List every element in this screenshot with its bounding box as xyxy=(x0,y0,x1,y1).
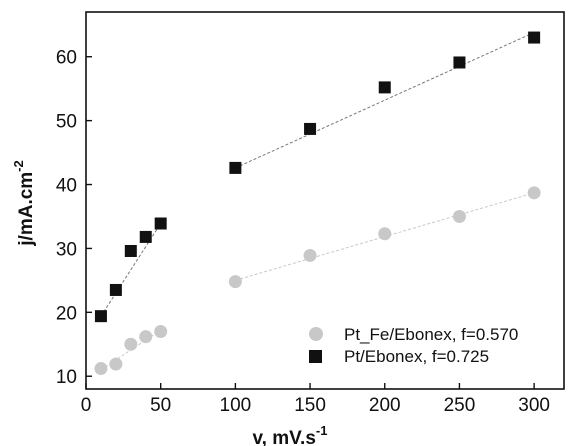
x-tick-label: 200 xyxy=(369,395,401,416)
x-axis-title-main: v, mV.s xyxy=(253,428,316,446)
y-tick-label: 50 xyxy=(56,112,77,133)
data-point-square xyxy=(378,81,391,94)
data-point-circle xyxy=(378,227,392,241)
x-tick-label: 0 xyxy=(81,395,92,416)
y-axis-title: j/mA.cm-2 xyxy=(11,160,37,246)
data-point-square xyxy=(139,230,152,243)
data-point-circle xyxy=(154,324,168,338)
y-axis-ticks: 10 20 30 40 50 60 xyxy=(56,48,92,388)
y-tick-label: 40 xyxy=(56,176,77,197)
data-point-circle xyxy=(94,362,108,376)
x-axis-title-superscript: -1 xyxy=(316,423,328,438)
x-tick-label: 100 xyxy=(220,395,252,416)
y-tick-label: 30 xyxy=(56,239,77,260)
legend-label-pt-fe: Pt_Fe/Ebonex, f=0.570 xyxy=(344,325,518,344)
plot-frame xyxy=(85,11,565,390)
data-point-square xyxy=(528,31,541,44)
data-point-circle xyxy=(228,275,242,289)
data-point-circle xyxy=(527,186,541,200)
legend-marker-square xyxy=(309,350,322,363)
data-point-circle xyxy=(303,248,317,262)
x-tick-label: 250 xyxy=(444,395,476,416)
data-point-square xyxy=(304,122,317,135)
x-tick-label: 50 xyxy=(150,395,171,416)
data-point-square xyxy=(154,217,167,230)
data-point-square xyxy=(453,56,466,69)
legend: Pt_Fe/Ebonex, f=0.570 Pt/Ebonex, f=0.725 xyxy=(309,325,518,366)
data-point-square xyxy=(124,244,137,257)
data-point-square xyxy=(109,283,122,296)
data-points xyxy=(94,31,541,376)
data-point-circle xyxy=(452,209,466,223)
y-tick-label: 60 xyxy=(56,48,77,69)
data-point-square xyxy=(229,161,242,174)
x-tick-label: 150 xyxy=(294,395,326,416)
y-axis-title-superscript: -2 xyxy=(11,160,26,172)
x-axis-title: v, mV.s-1 xyxy=(253,423,328,446)
fit-lines xyxy=(100,31,535,371)
y-tick-label: 10 xyxy=(56,367,77,388)
legend-label-pt: Pt/Ebonex, f=0.725 xyxy=(344,347,489,366)
y-tick-label: 20 xyxy=(56,303,77,324)
legend-marker-circle xyxy=(309,327,323,341)
fit-line xyxy=(235,31,535,169)
x-axis-ticks: 0 50 100 150 200 250 300 xyxy=(81,383,550,416)
y-axis-title-main: j/mA.cm xyxy=(16,172,37,247)
data-point-circle xyxy=(139,330,153,344)
data-point-square xyxy=(94,310,107,323)
data-point-circle xyxy=(124,337,138,351)
data-point-circle xyxy=(109,357,123,371)
x-tick-label: 300 xyxy=(518,395,550,416)
